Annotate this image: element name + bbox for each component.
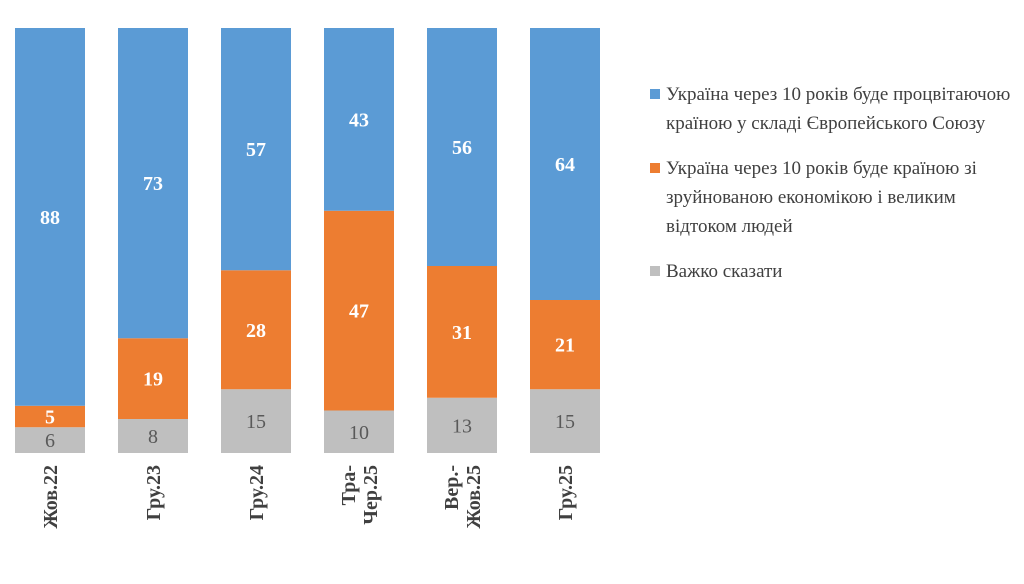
stacked-bar-chart: 65 88 Жов.22 8 19 73 Гру.23 15 28 57 Гру.24 10 47 43 Т… [15,28,600,529]
data-label: 13 [452,415,472,437]
data-label: 57 [246,139,266,161]
bar-segment-2 [427,397,497,453]
legend-label: Україна через 10 років буде процвітаючою… [666,84,1011,134]
bar-segment-2 [530,389,600,453]
data-label: 73 [143,173,163,195]
bar-segment-0 [118,28,188,339]
bar-segment-2 [324,410,394,453]
x-tick-label: Вер.- [441,465,463,510]
legend-swatch-icon [650,266,660,276]
legend-swatch-icon [650,163,660,173]
data-label: 5 [45,407,55,429]
bar-segment-1 [427,266,497,398]
bar-segment-1 [324,210,394,411]
bar-segment-1 [118,338,188,419]
bar-segment-2 [221,389,291,453]
data-label: 31 [452,322,472,344]
data-label: 21 [555,335,575,357]
bar-segment-1 [15,405,85,428]
data-label: 19 [143,369,163,391]
x-tick-label: Жов.25 [463,465,485,529]
x-tick-label: Гру.24 [246,465,268,520]
data-label: 88 [40,207,60,229]
data-label: 47 [349,301,369,323]
legend-swatch-icon [650,89,660,99]
bar-segment-0 [530,28,600,300]
x-tick-label: Чер.25 [360,465,382,525]
x-tick-label: Гру.25 [555,465,577,520]
data-label: 15 [555,411,575,433]
legend-label: Важко сказати [666,261,783,282]
legend: Україна через 10 років буде процвітаючою… [650,80,1020,302]
bar-segment-0 [221,28,291,271]
legend-item: Важко сказати [650,257,1020,286]
data-label: 8 [148,426,158,448]
data-label: 56 [452,137,472,159]
data-label: 64 [555,154,575,176]
bar-segment-0 [324,28,394,211]
x-tick-label: Жов.22 [40,465,62,529]
legend-item: Україна через 10 років буде країною зі з… [650,154,1020,241]
data-label: 43 [349,109,369,131]
data-label: 6 [45,430,55,452]
x-tick-label: Гру.23 [143,465,165,520]
legend-label: Україна через 10 років буде країною зі з… [666,158,977,237]
x-tick-label: Тра- [338,465,360,505]
bar-segment-0 [15,28,85,406]
data-label: 15 [246,411,266,433]
bar-segment-1 [530,300,600,390]
legend-item: Україна через 10 років буде процвітаючою… [650,80,1020,138]
data-label: 10 [349,422,369,444]
bar-segment-1 [221,270,291,390]
bar-segment-2 [118,419,188,453]
bar-segment-0 [427,28,497,266]
data-label: 28 [246,320,266,342]
bar-segment-2 [15,427,85,453]
